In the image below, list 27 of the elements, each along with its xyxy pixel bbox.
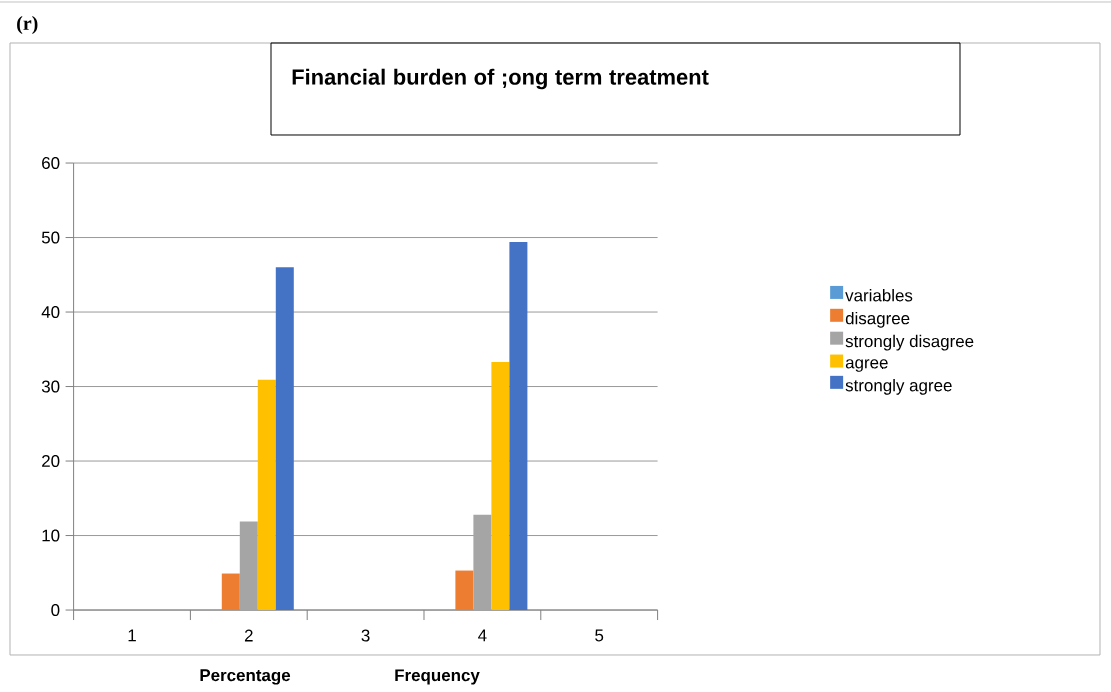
text: (r) [17,15,38,35]
y-tick-label: 10 [42,529,60,542]
x-tick-label: 1 [128,629,136,642]
x-tick-label: 5 [595,629,604,642]
bar [455,570,474,611]
legend-label: agree [845,359,888,372]
legend-label: variables [845,289,913,302]
legend-label: strongly agree [845,378,952,395]
bar [275,267,294,611]
y-tick-label: 40 [41,306,60,319]
x-tick-label: 3 [361,629,370,642]
y-tick-label: 50 [41,231,60,244]
x-tick-label: 4 [478,629,487,642]
y-tick-label: 20 [42,455,60,468]
legend-label: strongly disagree [845,334,974,351]
x-tick-label: 2 [244,629,253,642]
y-tick-label: 0 [51,604,60,617]
chart-title: Financial burden of ;ong term treatment [292,68,709,90]
bar [221,573,240,611]
y-tick-label: 60 [42,157,60,170]
text: Frequency [395,669,480,685]
bar [509,242,528,611]
legend-label: disagree [845,311,910,328]
text: Percentage [200,669,291,685]
y-tick-label: 30 [41,380,60,393]
bar [491,361,510,611]
bar [257,379,276,611]
